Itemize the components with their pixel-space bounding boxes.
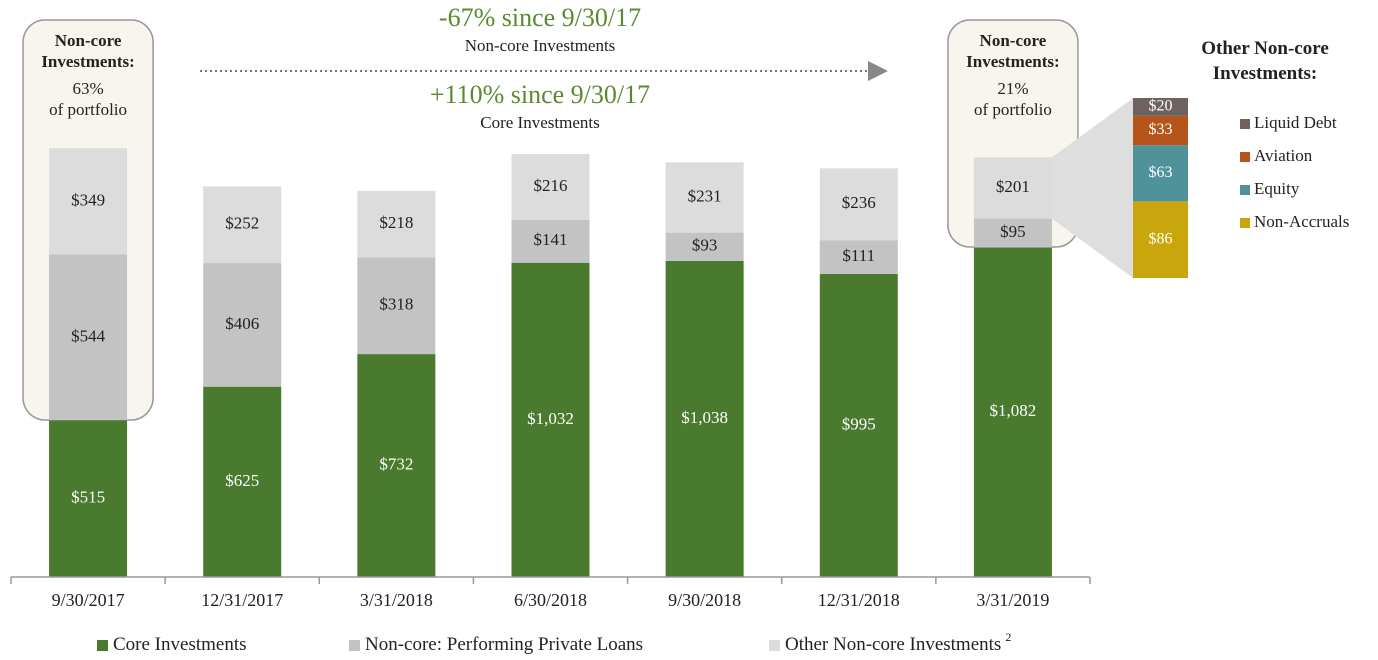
x-tick-label: 12/31/2018 bbox=[818, 590, 900, 610]
x-tick-label: 9/30/2018 bbox=[668, 590, 741, 610]
annotation-subtext: Core Investments bbox=[480, 113, 599, 132]
annotation: +110% since 9/30/17 bbox=[430, 80, 650, 109]
bar-segment bbox=[973, 157, 1052, 219]
value-label: $1,082 bbox=[990, 401, 1037, 420]
bar-segment bbox=[665, 162, 744, 233]
annotation-subtext: Non-core Investments bbox=[465, 36, 616, 55]
x-tick-label: 3/31/2018 bbox=[360, 590, 433, 610]
bar-segment bbox=[973, 247, 1052, 577]
value-label: $95 bbox=[1000, 222, 1026, 241]
zoom-connector bbox=[1051, 98, 1133, 278]
breakdown-segment bbox=[1133, 98, 1188, 116]
bar-segment bbox=[203, 186, 282, 264]
breakdown-segment bbox=[1133, 115, 1188, 146]
value-label: $141 bbox=[534, 230, 568, 249]
callout-share: 21% bbox=[997, 79, 1029, 98]
value-label: $625 bbox=[225, 471, 259, 490]
value-label: $349 bbox=[71, 190, 105, 209]
bar-segment bbox=[203, 263, 282, 387]
legend-label: Core Investments bbox=[113, 634, 247, 655]
bar-segment bbox=[49, 254, 128, 421]
arrow-head bbox=[868, 61, 888, 81]
bar-segment bbox=[511, 262, 590, 577]
value-label: $231 bbox=[688, 186, 722, 205]
callout-text: of portfolio bbox=[49, 100, 128, 119]
bar-segment bbox=[819, 240, 898, 275]
bar-segment bbox=[49, 420, 128, 577]
legend-footnote: 2 bbox=[1005, 630, 1011, 644]
value-label: $995 bbox=[842, 414, 876, 433]
callout-text: Non-core Investments: 63% of portfolio bbox=[23, 30, 153, 120]
bar-segment bbox=[49, 148, 128, 255]
bar-segment bbox=[357, 190, 436, 258]
legend-name: Non-core: Performing Private Loans bbox=[365, 634, 643, 655]
value-label: $216 bbox=[534, 176, 568, 195]
breakdown-legend-swatch bbox=[1240, 152, 1250, 162]
x-tick-label: 12/31/2017 bbox=[201, 590, 283, 610]
breakdown-legend-label: Liquid Debt bbox=[1254, 113, 1337, 132]
breakdown-legend-label: Non-Accruals bbox=[1254, 212, 1349, 231]
value-label: $93 bbox=[692, 236, 718, 255]
breakdown-title: Other Non-core Investments: bbox=[1201, 38, 1329, 84]
legend-swatch bbox=[349, 640, 360, 651]
breakdown-legend-label: Equity bbox=[1254, 179, 1300, 198]
callout-share: 63% bbox=[72, 79, 104, 98]
value-label: $236 bbox=[842, 193, 876, 212]
breakdown-legend-swatch bbox=[1240, 218, 1250, 228]
value-label: $201 bbox=[996, 177, 1030, 196]
bar-segment bbox=[357, 354, 436, 577]
legend-swatch bbox=[97, 640, 108, 651]
bar-segment bbox=[511, 154, 590, 220]
callout-title: Non-core Investments: bbox=[41, 31, 135, 71]
bar-segment bbox=[819, 274, 898, 577]
value-label: $515 bbox=[71, 487, 105, 506]
bar-segment bbox=[819, 168, 898, 241]
legend-swatch bbox=[769, 640, 780, 651]
breakdown-legend-swatch bbox=[1240, 119, 1250, 129]
breakdown-segment bbox=[1133, 145, 1188, 202]
value-label: $1,038 bbox=[681, 408, 728, 427]
x-tick-label: 9/30/2017 bbox=[52, 590, 125, 610]
bar-segment bbox=[357, 257, 436, 355]
legend-label: Non-core: Performing Private Loans bbox=[365, 634, 643, 655]
breakdown-segment bbox=[1133, 201, 1188, 278]
bar-segment bbox=[511, 219, 590, 263]
annotation: -67% since 9/30/17 bbox=[439, 3, 641, 32]
breakdown-legend-swatch bbox=[1240, 185, 1250, 195]
value-label: $111 bbox=[842, 246, 875, 265]
breakdown-value-label: $63 bbox=[1149, 164, 1173, 181]
legend-name: Core Investments bbox=[113, 634, 247, 655]
legend-name: Other Non-core Investments bbox=[785, 634, 1001, 655]
value-label: $544 bbox=[71, 326, 106, 345]
value-label: $732 bbox=[379, 454, 413, 473]
breakdown-value-label: $33 bbox=[1149, 121, 1173, 138]
breakdown-value-label: $86 bbox=[1149, 230, 1173, 247]
bar-segment bbox=[665, 232, 744, 261]
value-label: $318 bbox=[379, 295, 413, 314]
bar-segment bbox=[973, 218, 1052, 248]
x-tick-label: 6/30/2018 bbox=[514, 590, 587, 610]
callout-title: Non-core Investments: bbox=[966, 31, 1060, 71]
legend-label: Other Non-core Investments 2 bbox=[785, 630, 1011, 656]
x-tick-label: 3/31/2019 bbox=[976, 590, 1049, 610]
breakdown-legend-label: Aviation bbox=[1254, 146, 1313, 165]
value-label: $218 bbox=[379, 213, 413, 232]
value-label: $406 bbox=[225, 314, 259, 333]
bar-segment bbox=[665, 260, 744, 577]
value-label: $1,032 bbox=[527, 409, 574, 428]
callout-text: Non-core Investments: 21% of portfolio bbox=[948, 30, 1078, 120]
value-label: $252 bbox=[225, 214, 259, 233]
breakdown-value-label: $20 bbox=[1149, 98, 1173, 115]
callout-text: of portfolio bbox=[973, 100, 1052, 119]
bar-segment bbox=[203, 386, 282, 577]
